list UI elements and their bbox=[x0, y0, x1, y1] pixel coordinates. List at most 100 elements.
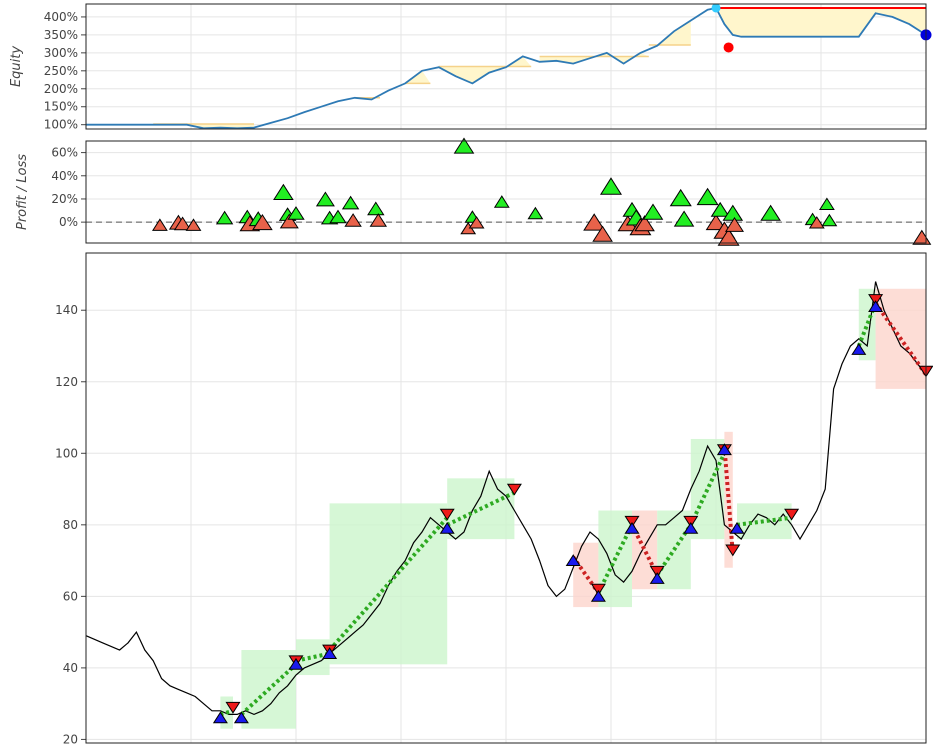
trade-exit-marker bbox=[868, 294, 884, 306]
loss-trade-marker bbox=[185, 218, 202, 231]
trade-exit-marker bbox=[225, 701, 241, 714]
equity-ytick-label: 400% bbox=[44, 10, 78, 24]
price-ytick-label: 60 bbox=[63, 589, 78, 603]
profit-trade-marker bbox=[329, 209, 347, 224]
profit-loss-chart: 60% 40% 20% 0% Profit / Loss bbox=[15, 137, 932, 246]
trade-exit-marker bbox=[590, 583, 606, 596]
trade-range-band bbox=[573, 542, 599, 608]
profit-trade-marker bbox=[273, 183, 294, 200]
loss-trade-marker bbox=[634, 215, 655, 232]
profit-trade-marker bbox=[760, 204, 781, 221]
profit-trade-marker bbox=[215, 210, 234, 225]
trade-entry-marker bbox=[683, 521, 699, 534]
drawdown-area bbox=[438, 56, 532, 84]
trade-entry-marker bbox=[649, 572, 665, 584]
price-ytick-label: 120 bbox=[55, 375, 78, 389]
equity-ylabel: Equity bbox=[9, 46, 24, 87]
loss-trade-marker bbox=[592, 225, 613, 242]
loss-trade-marker bbox=[279, 213, 299, 229]
trade-range-band bbox=[329, 503, 448, 665]
price-line bbox=[85, 281, 927, 716]
profit-trade-marker bbox=[315, 191, 335, 207]
equity-ytick-label: 100% bbox=[44, 118, 78, 132]
pl-ytick-label: 60% bbox=[51, 146, 78, 160]
profit-trade-marker bbox=[673, 210, 695, 227]
trade-connector bbox=[446, 490, 516, 527]
equity-frame bbox=[85, 3, 927, 130]
trade-entry-marker bbox=[439, 521, 455, 534]
trade-exit-marker bbox=[624, 515, 640, 528]
trade-connector bbox=[596, 523, 634, 594]
price-ytick-label: 140 bbox=[55, 303, 78, 317]
loss-trade-marker bbox=[808, 216, 825, 229]
max-drawdown-marker bbox=[723, 42, 734, 53]
equity-ytick-label: 250% bbox=[44, 64, 78, 78]
drawdown-area bbox=[405, 70, 431, 84]
drawdown-area bbox=[539, 52, 649, 64]
pl-ytick-label: 40% bbox=[51, 169, 78, 183]
trade-entry-marker bbox=[729, 521, 745, 534]
trade-entry-marker bbox=[716, 443, 732, 456]
trade-connector bbox=[219, 708, 234, 717]
trade-exit-marker bbox=[506, 483, 522, 496]
loss-trade-marker bbox=[344, 213, 362, 227]
pl-ylabel: Profit / Loss bbox=[15, 154, 30, 230]
loss-trade-marker bbox=[705, 213, 727, 231]
profit-trade-marker bbox=[642, 203, 664, 220]
trade-entry-marker bbox=[288, 657, 304, 670]
trade-range-band bbox=[690, 438, 725, 540]
profit-trade-marker bbox=[818, 197, 835, 210]
price-ytick-label: 80 bbox=[63, 518, 78, 532]
trade-range-band bbox=[724, 431, 733, 568]
price-ytick-label: 100 bbox=[55, 446, 78, 460]
profit-trade-marker bbox=[287, 206, 305, 220]
price-ytick-label: 20 bbox=[63, 732, 78, 746]
profit-trade-marker bbox=[367, 201, 385, 216]
trade-entry-marker bbox=[233, 711, 249, 724]
trade-exit-marker bbox=[784, 508, 800, 521]
trade-connector bbox=[873, 301, 928, 376]
trade-entry-marker bbox=[590, 589, 606, 602]
trade-entry-marker bbox=[868, 300, 884, 312]
profit-trade-marker bbox=[710, 201, 730, 217]
profit-trade-marker bbox=[821, 213, 838, 227]
loss-trade-marker bbox=[252, 213, 273, 231]
drawdown-area bbox=[648, 20, 691, 46]
trade-exit-marker bbox=[439, 508, 455, 521]
trade-exit-marker bbox=[725, 544, 741, 557]
profit-trade-marker bbox=[696, 187, 719, 206]
equity-line bbox=[86, 6, 927, 130]
trade-entry-marker bbox=[851, 343, 867, 355]
price-ytick-label: 40 bbox=[63, 661, 78, 675]
trade-entry-marker bbox=[565, 554, 581, 566]
loss-trade-marker bbox=[724, 216, 745, 232]
pl-ytick-label: 0% bbox=[59, 215, 78, 229]
trade-connector bbox=[240, 662, 298, 716]
equity-ytick-label: 350% bbox=[44, 28, 78, 42]
equity-peak-marker bbox=[711, 3, 721, 13]
profit-trade-marker bbox=[599, 177, 623, 195]
trade-exit-marker bbox=[683, 515, 699, 528]
equity-ytick-label: 200% bbox=[44, 82, 78, 96]
trade-entry-marker bbox=[212, 711, 228, 724]
pl-frame bbox=[85, 140, 927, 244]
trade-entry-marker bbox=[322, 647, 338, 659]
loss-trade-marker bbox=[151, 218, 168, 231]
trade-range-band bbox=[632, 510, 658, 590]
price-chart: 140 120 100 80 60 40 20 bbox=[55, 252, 933, 746]
profit-trade-marker bbox=[493, 195, 510, 208]
equity-chart: 400% 350% 300% 250% 200% 150% 100% Equity bbox=[9, 3, 932, 132]
profit-trade-marker bbox=[669, 188, 692, 207]
loss-trade-marker bbox=[369, 213, 388, 227]
loss-trade-marker bbox=[583, 213, 606, 231]
profit-trade-marker bbox=[453, 137, 475, 154]
profit-trade-marker bbox=[341, 195, 360, 210]
trade-exit-marker bbox=[649, 565, 665, 578]
price-frame bbox=[85, 252, 927, 744]
equity-ytick-label: 150% bbox=[44, 100, 78, 114]
equity-ytick-label: 300% bbox=[44, 46, 78, 60]
loss-trade-marker bbox=[468, 216, 485, 229]
pl-ytick-label: 20% bbox=[51, 192, 78, 206]
profit-trade-marker bbox=[527, 206, 544, 220]
